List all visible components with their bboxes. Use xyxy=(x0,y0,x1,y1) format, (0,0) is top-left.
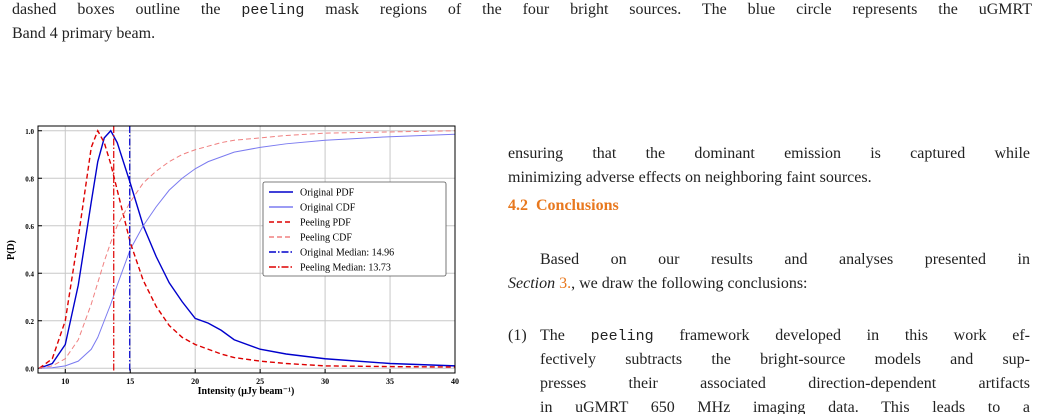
y-tick-label: 1.0 xyxy=(25,128,34,136)
series-line xyxy=(39,133,456,369)
series-line xyxy=(39,130,456,369)
series-line xyxy=(38,129,456,369)
text: Band 4 primary beam. xyxy=(12,25,156,42)
y-axis-label: P(D) xyxy=(6,240,17,260)
caption-line: dashed boxes outline the peeling mask re… xyxy=(12,0,1032,21)
text: The xyxy=(540,327,591,344)
text-line: Based on our results and analyses presen… xyxy=(540,251,1030,268)
text: mask regions of the four bright sources.… xyxy=(304,1,1032,18)
code: peeling xyxy=(241,2,305,19)
caption-line: Band 4 primary beam. xyxy=(12,24,155,44)
text: dashed boxes outline the xyxy=(12,1,242,18)
x-tick-label: 25 xyxy=(256,377,264,386)
axes-frame xyxy=(37,125,456,374)
legend-label: Original PDF xyxy=(300,188,355,199)
legend-label: Peeling Median: 13.73 xyxy=(300,263,391,274)
ref-link[interactable]: 3. xyxy=(559,275,572,292)
legend-label: Original CDF xyxy=(300,203,356,214)
text-line: The peeling framework developed in this … xyxy=(540,326,1030,347)
x-tick-label: 10 xyxy=(61,377,69,386)
text-line: fectively subtracts the bright-source mo… xyxy=(540,351,1030,368)
x-tick-label: 35 xyxy=(386,377,394,386)
y-tick-label: 0.4 xyxy=(25,270,34,278)
ref-word: Section xyxy=(508,275,556,292)
list-marker: (1) xyxy=(508,327,527,344)
text-line: minimizing adverse effects on neighborin… xyxy=(508,169,872,186)
chart: Intensity (μJy beam⁻¹) P(D) 10 15 20 25 30 35… xyxy=(6,125,459,397)
y-tick-label: 0.0 xyxy=(25,365,34,373)
series-line xyxy=(39,129,456,369)
text-line: presses their associated direction-depen… xyxy=(540,375,1030,392)
x-axis-label: Intensity (μJy beam⁻¹) xyxy=(198,386,295,397)
legend-label: Original Median: 14.96 xyxy=(300,248,394,259)
legend-label: Peeling CDF xyxy=(300,233,352,244)
code: peeling xyxy=(590,328,654,345)
legend-box xyxy=(262,181,447,277)
text-line: in uGMRT 650 MHz imaging data. This lead… xyxy=(540,399,1030,414)
y-tick-label: 0.6 xyxy=(25,223,34,231)
text-line: ensuring that the dominant emission is c… xyxy=(508,145,1030,162)
x-tick-label: 20 xyxy=(191,377,199,386)
x-tick-label: 40 xyxy=(451,377,459,386)
y-tick-label: 0.2 xyxy=(25,318,34,326)
x-tick-label: 30 xyxy=(321,377,329,386)
text-line: Section 3., we draw the following conclu… xyxy=(508,274,808,294)
section-title: Conclusions xyxy=(536,197,619,214)
legend-label: Peeling PDF xyxy=(300,218,351,229)
text: framework developed in this work ef- xyxy=(653,327,1031,344)
x-tick-label: 15 xyxy=(126,377,134,386)
text: , we draw the following conclusions: xyxy=(571,275,808,292)
y-tick-label: 0.8 xyxy=(25,175,34,183)
section-heading: 4.2 Conclusions xyxy=(508,196,619,216)
section-number: 4.2 xyxy=(508,197,528,214)
